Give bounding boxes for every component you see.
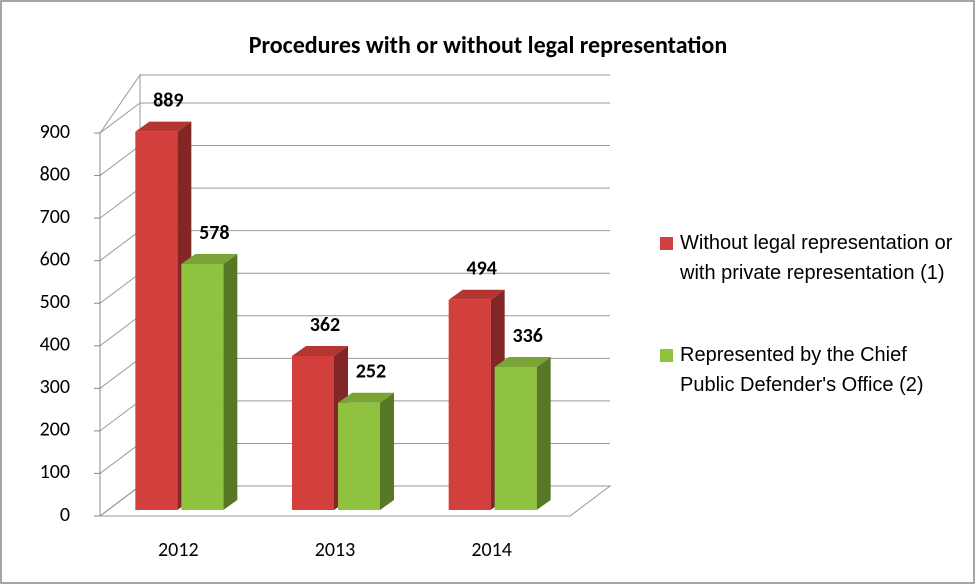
bar bbox=[338, 402, 380, 510]
value-label: 494 bbox=[466, 257, 496, 281]
grid-line bbox=[99, 102, 141, 134]
bar bbox=[292, 355, 334, 510]
bar-side bbox=[380, 392, 394, 510]
value-label: 362 bbox=[310, 313, 340, 337]
value-label: 889 bbox=[153, 89, 183, 113]
legend-swatch bbox=[660, 237, 673, 250]
grid-line bbox=[99, 145, 141, 176]
grid-line bbox=[99, 400, 141, 432]
y-tick-label: 700 bbox=[40, 205, 70, 229]
bar-top bbox=[338, 392, 394, 403]
bar-top bbox=[135, 121, 192, 132]
grid-line bbox=[99, 187, 141, 219]
bar bbox=[181, 264, 224, 510]
grid-line bbox=[99, 443, 141, 474]
bar bbox=[448, 299, 491, 510]
bar-top bbox=[448, 289, 505, 300]
y-tick-label: 600 bbox=[40, 247, 70, 271]
x-tick-label: 2013 bbox=[315, 538, 356, 562]
legend-item: Without legal representation or with pri… bbox=[660, 228, 965, 288]
bar-top bbox=[181, 254, 238, 265]
bar bbox=[494, 367, 537, 510]
y-tick-label: 0 bbox=[60, 503, 70, 527]
bar-side bbox=[536, 357, 551, 510]
y-tick-label: 200 bbox=[40, 418, 70, 442]
legend-label: Without legal representation or with pri… bbox=[680, 232, 953, 284]
x-tick-label: 2014 bbox=[471, 538, 512, 562]
y-tick-label: 400 bbox=[40, 333, 70, 357]
bar bbox=[135, 131, 178, 511]
chart-title: Procedures with or without legal represe… bbox=[249, 31, 727, 60]
bar-side bbox=[223, 254, 238, 510]
y-tick-label: 100 bbox=[40, 460, 70, 484]
legend-label: Represented by the Chief Public Defender… bbox=[680, 344, 924, 396]
value-label: 336 bbox=[512, 324, 542, 348]
bar-top bbox=[292, 345, 348, 356]
value-label: 578 bbox=[199, 221, 229, 245]
grid-line bbox=[99, 357, 141, 389]
grid-line bbox=[99, 315, 141, 347]
grid-line bbox=[99, 485, 141, 517]
y-tick-label: 300 bbox=[40, 375, 70, 399]
y-tick-label: 900 bbox=[40, 120, 70, 144]
legend-item: Represented by the Chief Public Defender… bbox=[660, 340, 965, 400]
grid-line bbox=[99, 230, 141, 262]
value-label: 252 bbox=[356, 360, 386, 384]
bar-top bbox=[494, 357, 551, 368]
y-tick-label: 800 bbox=[40, 162, 70, 186]
x-tick-label: 2012 bbox=[158, 538, 199, 562]
y-tick-label: 500 bbox=[40, 290, 70, 314]
legend-swatch bbox=[660, 349, 673, 362]
grid-line bbox=[99, 272, 141, 304]
